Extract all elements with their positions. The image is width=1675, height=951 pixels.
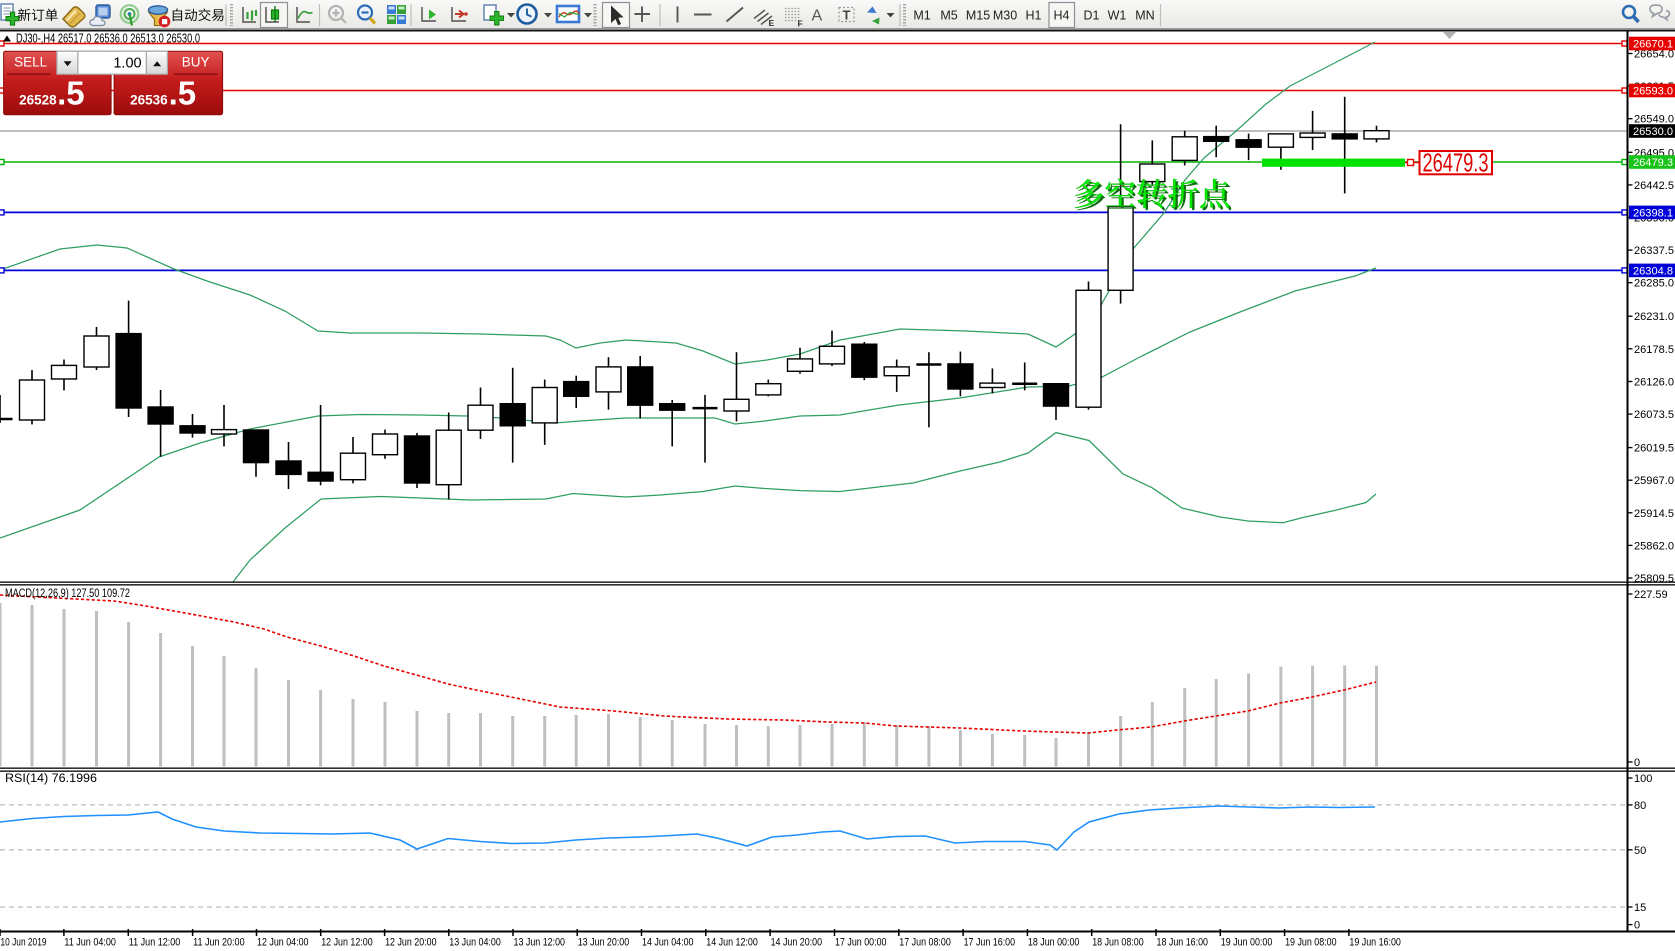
svg-text:25862.0: 25862.0 [1634, 540, 1674, 552]
svg-text:15: 15 [1634, 902, 1646, 914]
svg-text:BUY: BUY [182, 55, 210, 70]
svg-text:13 Jun 20:00: 13 Jun 20:00 [578, 937, 630, 949]
svg-text:26654.0: 26654.0 [1634, 49, 1674, 61]
svg-text:M15: M15 [966, 9, 990, 23]
svg-text:19 Jun 08:00: 19 Jun 08:00 [1285, 937, 1337, 949]
svg-text:26593.0: 26593.0 [1633, 86, 1673, 98]
svg-text:10 Jun 2019: 10 Jun 2019 [1, 937, 47, 949]
svg-text:17 Jun 00:00: 17 Jun 00:00 [835, 937, 887, 949]
svg-text:26479.3: 26479.3 [1423, 148, 1489, 178]
svg-text:D1: D1 [1084, 9, 1100, 23]
svg-text:26442.5: 26442.5 [1634, 180, 1674, 192]
svg-text:12 Jun 20:00: 12 Jun 20:00 [385, 937, 437, 949]
svg-text:DJ30-,H4 26517.0 26536.0 2651: DJ30-,H4 26517.0 26536.0 26513.0 26530.0 [16, 32, 200, 46]
svg-text:18 Jun 16:00: 18 Jun 16:00 [1157, 937, 1209, 949]
svg-text:H1: H1 [1026, 9, 1042, 23]
svg-text:26528: 26528 [19, 93, 57, 108]
svg-text:MACD(12,26,9) 127.50 109.72: MACD(12,26,9) 127.50 109.72 [5, 588, 130, 600]
svg-text:25967.0: 25967.0 [1634, 475, 1674, 487]
svg-text:26231.0: 26231.0 [1634, 311, 1674, 323]
svg-text:0: 0 [1634, 757, 1640, 769]
svg-text:227.59: 227.59 [1634, 589, 1668, 601]
svg-text:80: 80 [1634, 800, 1646, 812]
svg-text:26530.0: 26530.0 [1633, 126, 1673, 138]
svg-text:26019.5: 26019.5 [1634, 443, 1674, 455]
svg-text:100: 100 [1634, 773, 1652, 785]
svg-text:11 Jun 20:00: 11 Jun 20:00 [193, 937, 245, 949]
svg-text:11 Jun 04:00: 11 Jun 04:00 [64, 937, 116, 949]
svg-text:50: 50 [1634, 845, 1646, 857]
svg-text:26670.1: 26670.1 [1633, 39, 1673, 51]
svg-text:W1: W1 [1108, 9, 1127, 23]
svg-text:H4: H4 [1054, 9, 1070, 23]
svg-text:.5: .5 [169, 75, 197, 112]
svg-text:26304.8: 26304.8 [1633, 265, 1673, 277]
svg-text:25914.5: 25914.5 [1634, 508, 1674, 520]
svg-text:14 Jun 12:00: 14 Jun 12:00 [706, 937, 758, 949]
svg-text:26398.1: 26398.1 [1633, 207, 1673, 219]
svg-text:T: T [843, 8, 851, 23]
svg-text:17 Jun 16:00: 17 Jun 16:00 [964, 937, 1016, 949]
svg-text:11 Jun 12:00: 11 Jun 12:00 [129, 937, 181, 949]
svg-text:SELL: SELL [14, 55, 48, 70]
svg-text:12 Jun 04:00: 12 Jun 04:00 [257, 937, 309, 949]
svg-text:19 Jun 00:00: 19 Jun 00:00 [1221, 937, 1273, 949]
svg-text:13 Jun 04:00: 13 Jun 04:00 [449, 937, 501, 949]
svg-text:26126.0: 26126.0 [1634, 377, 1674, 389]
svg-text:14 Jun 04:00: 14 Jun 04:00 [642, 937, 694, 949]
svg-text:26536: 26536 [130, 93, 168, 108]
svg-text:26073.5: 26073.5 [1634, 409, 1674, 421]
svg-text:26178.5: 26178.5 [1634, 344, 1674, 356]
svg-text:13 Jun 12:00: 13 Jun 12:00 [514, 937, 566, 949]
svg-text:12 Jun 12:00: 12 Jun 12:00 [321, 937, 373, 949]
svg-text:1.00: 1.00 [113, 56, 141, 72]
svg-text:E: E [769, 18, 775, 28]
svg-text:A: A [812, 8, 823, 25]
svg-text:.5: .5 [57, 75, 85, 112]
svg-text:25809.5: 25809.5 [1634, 573, 1674, 585]
svg-text:18 Jun 08:00: 18 Jun 08:00 [1092, 937, 1144, 949]
svg-text:26337.5: 26337.5 [1634, 245, 1674, 257]
svg-text:19 Jun 16:00: 19 Jun 16:00 [1349, 937, 1401, 949]
svg-text:26285.0: 26285.0 [1634, 278, 1674, 290]
svg-text:M1: M1 [913, 9, 930, 23]
svg-text:RSI(14) 76.1996: RSI(14) 76.1996 [5, 773, 97, 785]
svg-text:17 Jun 08:00: 17 Jun 08:00 [899, 937, 951, 949]
svg-text:18 Jun 00:00: 18 Jun 00:00 [1028, 937, 1080, 949]
svg-text:14 Jun 20:00: 14 Jun 20:00 [771, 937, 823, 949]
svg-text:26549.0: 26549.0 [1634, 114, 1674, 126]
svg-text:0: 0 [1634, 920, 1640, 932]
svg-text:26479.3: 26479.3 [1633, 157, 1673, 169]
svg-text:M30: M30 [993, 9, 1017, 23]
svg-text:M5: M5 [940, 9, 957, 23]
svg-text:MN: MN [1135, 9, 1154, 23]
svg-text:F: F [798, 19, 803, 29]
